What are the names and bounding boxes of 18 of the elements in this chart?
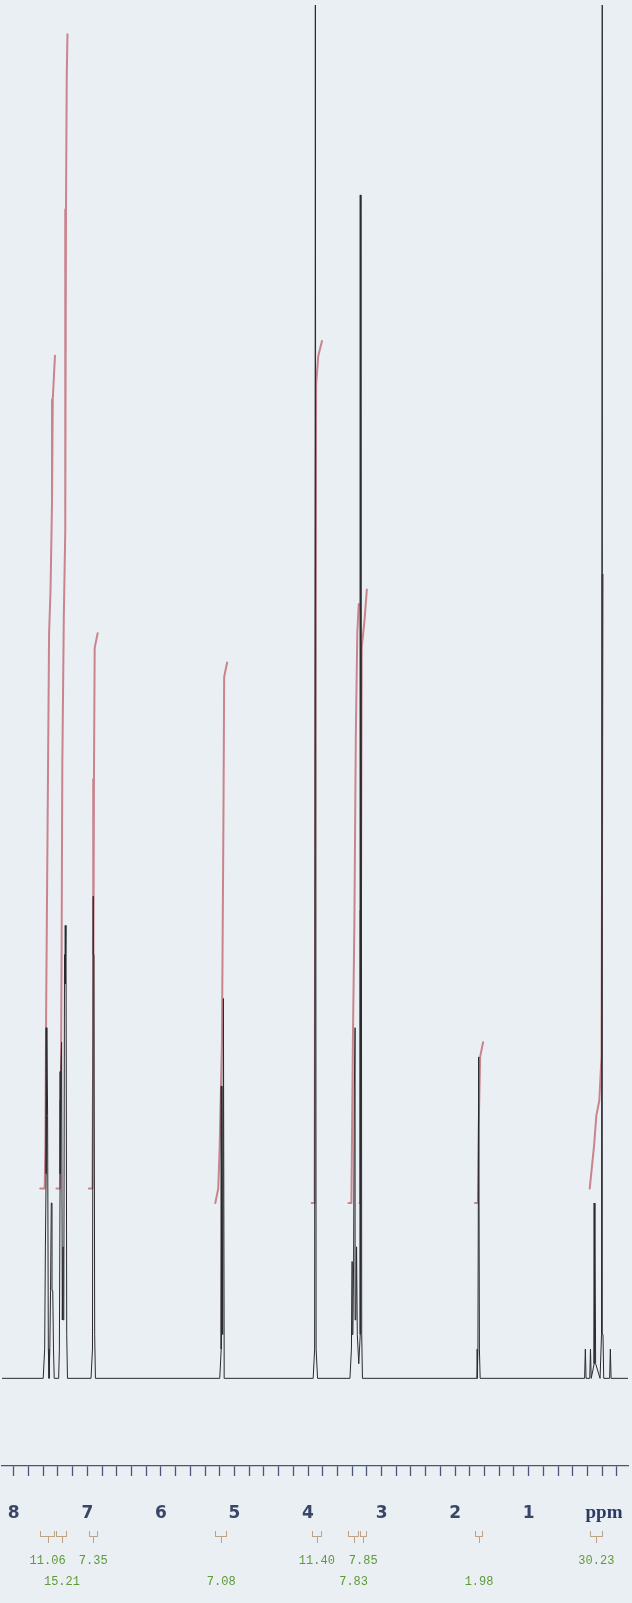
x-tick-label: 1 [522,1501,535,1522]
x-tick-label: 5 [228,1501,241,1522]
text: 7.83 [339,1575,369,1590]
x-tick-label: 7 [81,1501,94,1522]
text: 1.98 [464,1575,494,1590]
x-axis-title: ppm [585,1500,623,1522]
text: 7.35 [78,1554,108,1569]
x-tick-label: 6 [154,1501,167,1522]
text: 11.06 [29,1554,66,1569]
text: 7.08 [206,1575,236,1590]
text: 7.85 [348,1554,378,1569]
x-tick-label: 8 [7,1501,20,1522]
text: 30.23 [578,1554,615,1569]
text: 11.40 [298,1554,335,1569]
text: 15.21 [43,1575,80,1590]
x-tick-label: 4 [302,1501,315,1522]
x-tick-label: 2 [449,1501,462,1522]
x-tick-label: 3 [375,1501,388,1522]
